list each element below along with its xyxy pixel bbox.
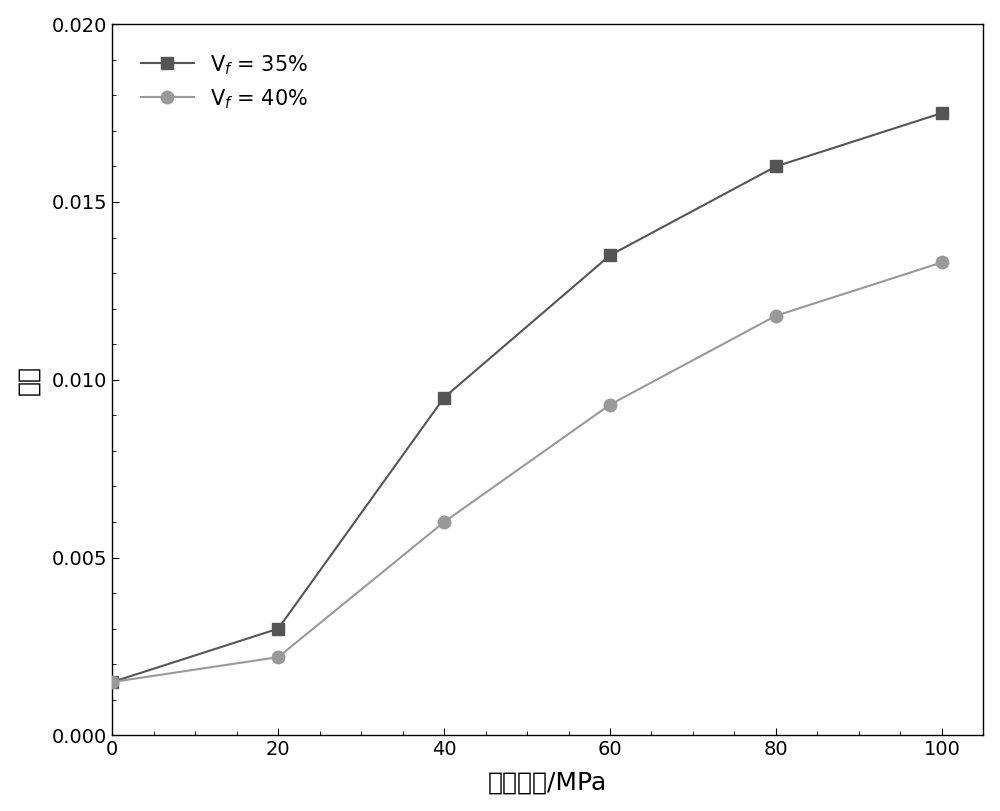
V$_f$ = 35% (604, 251, 616, 260)
V$_f$ = 40% (604, 400, 616, 410)
V$_f$ = 40% (770, 311, 782, 320)
V$_f$ = 35% (272, 624, 284, 633)
V$_f$ = 40% (438, 517, 450, 527)
Legend: V$_f$ = 35%, V$_f$ = 40%: V$_f$ = 35%, V$_f$ = 40% (133, 45, 317, 119)
V$_f$ = 35% (438, 393, 450, 402)
X-axis label: 振动应力/MPa: 振动应力/MPa (488, 770, 607, 794)
Y-axis label: 阻尼: 阻尼 (17, 365, 41, 395)
V$_f$ = 35% (106, 677, 118, 687)
V$_f$ = 35% (770, 161, 782, 171)
V$_f$ = 40% (936, 258, 948, 268)
V$_f$ = 40% (272, 652, 284, 662)
Line: V$_f$ = 40%: V$_f$ = 40% (106, 256, 948, 689)
Line: V$_f$ = 35%: V$_f$ = 35% (106, 107, 948, 689)
V$_f$ = 40% (106, 677, 118, 687)
V$_f$ = 35% (936, 108, 948, 118)
